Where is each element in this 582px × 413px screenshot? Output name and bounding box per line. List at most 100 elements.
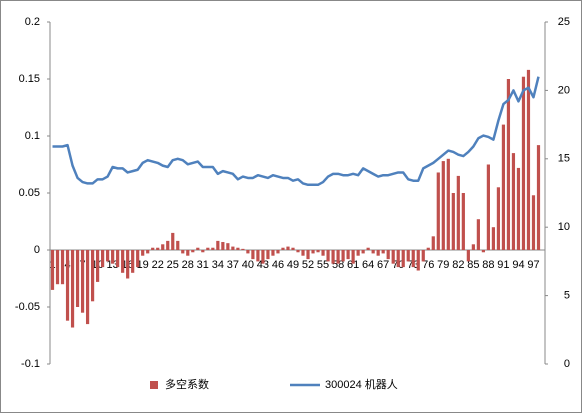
y-tick-label: 0.15 [19, 73, 40, 85]
bar [406, 250, 410, 262]
bar [521, 76, 526, 250]
bar [301, 250, 305, 256]
x-tick-label: 28 [182, 259, 194, 271]
x-tick-label: 85 [467, 259, 479, 271]
bar [351, 250, 355, 264]
x-tick-label: 64 [362, 259, 374, 271]
bar [371, 250, 375, 254]
bar [85, 250, 90, 325]
bar [236, 247, 240, 250]
bar [431, 236, 435, 250]
bar [396, 250, 400, 268]
bar [216, 240, 220, 250]
bar [451, 193, 455, 250]
bar [266, 250, 270, 260]
line [52, 76, 540, 187]
bar [391, 250, 395, 264]
bar [181, 250, 185, 254]
legend-label: 多空系数 [165, 377, 209, 391]
bar [186, 250, 190, 256]
bar [50, 250, 55, 290]
bar [291, 247, 295, 250]
bar [146, 250, 150, 254]
bar [271, 250, 275, 256]
bar [456, 175, 460, 250]
y2-tick-label: 15 [558, 153, 570, 165]
bar [101, 250, 105, 268]
bar [55, 250, 60, 285]
bar [131, 250, 135, 273]
bar [481, 250, 485, 253]
bar [336, 250, 340, 264]
bar [206, 247, 210, 250]
bar [95, 250, 100, 282]
bar [90, 250, 95, 302]
x-tick-label: 31 [197, 259, 209, 271]
bar [386, 250, 390, 260]
bar [501, 124, 506, 250]
y-tick-label: 0.1 [25, 130, 40, 142]
y-tick-label: -0.05 [15, 301, 40, 313]
bar [75, 250, 80, 307]
bar [416, 250, 420, 271]
bar [211, 247, 215, 250]
bar [316, 250, 320, 253]
bar [246, 250, 250, 254]
x-tick-label: 52 [302, 259, 314, 271]
y2-tick-label: 25 [558, 16, 570, 28]
bar [361, 250, 365, 254]
bar [311, 250, 315, 254]
y2-tick-label: 20 [558, 84, 570, 96]
bar [286, 246, 290, 250]
bar [506, 79, 511, 250]
bar [306, 250, 310, 260]
x-tick-label: 82 [452, 259, 464, 271]
bar [436, 172, 440, 250]
bar [196, 247, 200, 250]
bar [441, 161, 445, 250]
bar [171, 232, 175, 250]
bar [516, 167, 521, 250]
bar [141, 250, 145, 256]
bar [156, 247, 160, 250]
bar [166, 240, 170, 250]
bar [121, 250, 125, 273]
bar [531, 195, 536, 250]
bar [476, 219, 480, 250]
bar [421, 250, 425, 262]
bar [526, 69, 531, 250]
bar [446, 158, 450, 250]
bar [70, 250, 75, 328]
bar [466, 250, 470, 262]
legend-label: 300024 机器人 [325, 377, 398, 391]
bar [511, 153, 516, 250]
bar [256, 250, 260, 262]
x-tick-label: 94 [512, 259, 524, 271]
bar [356, 250, 360, 256]
bar [341, 250, 345, 262]
bar [471, 244, 475, 250]
bar [536, 145, 541, 250]
bar [176, 240, 180, 250]
bar [411, 250, 415, 268]
bar [491, 227, 496, 250]
x-tick-label: 91 [497, 259, 509, 271]
bar [276, 250, 280, 254]
x-tick-label: 49 [287, 259, 299, 271]
x-tick-label: 19 [137, 259, 149, 271]
bar [226, 243, 230, 250]
x-tick-label: 43 [257, 259, 269, 271]
y-tick-label: 0 [34, 244, 40, 256]
x-tick-label: 88 [482, 259, 494, 271]
legend-swatch [150, 381, 158, 389]
bar [241, 248, 245, 250]
x-tick-label: 25 [167, 259, 179, 271]
bar [331, 250, 335, 264]
bar [221, 242, 225, 250]
bar [151, 247, 155, 250]
bar [296, 250, 300, 253]
x-tick-label: 97 [527, 259, 539, 271]
x-tick-label: 76 [422, 259, 434, 271]
bar [191, 250, 195, 253]
